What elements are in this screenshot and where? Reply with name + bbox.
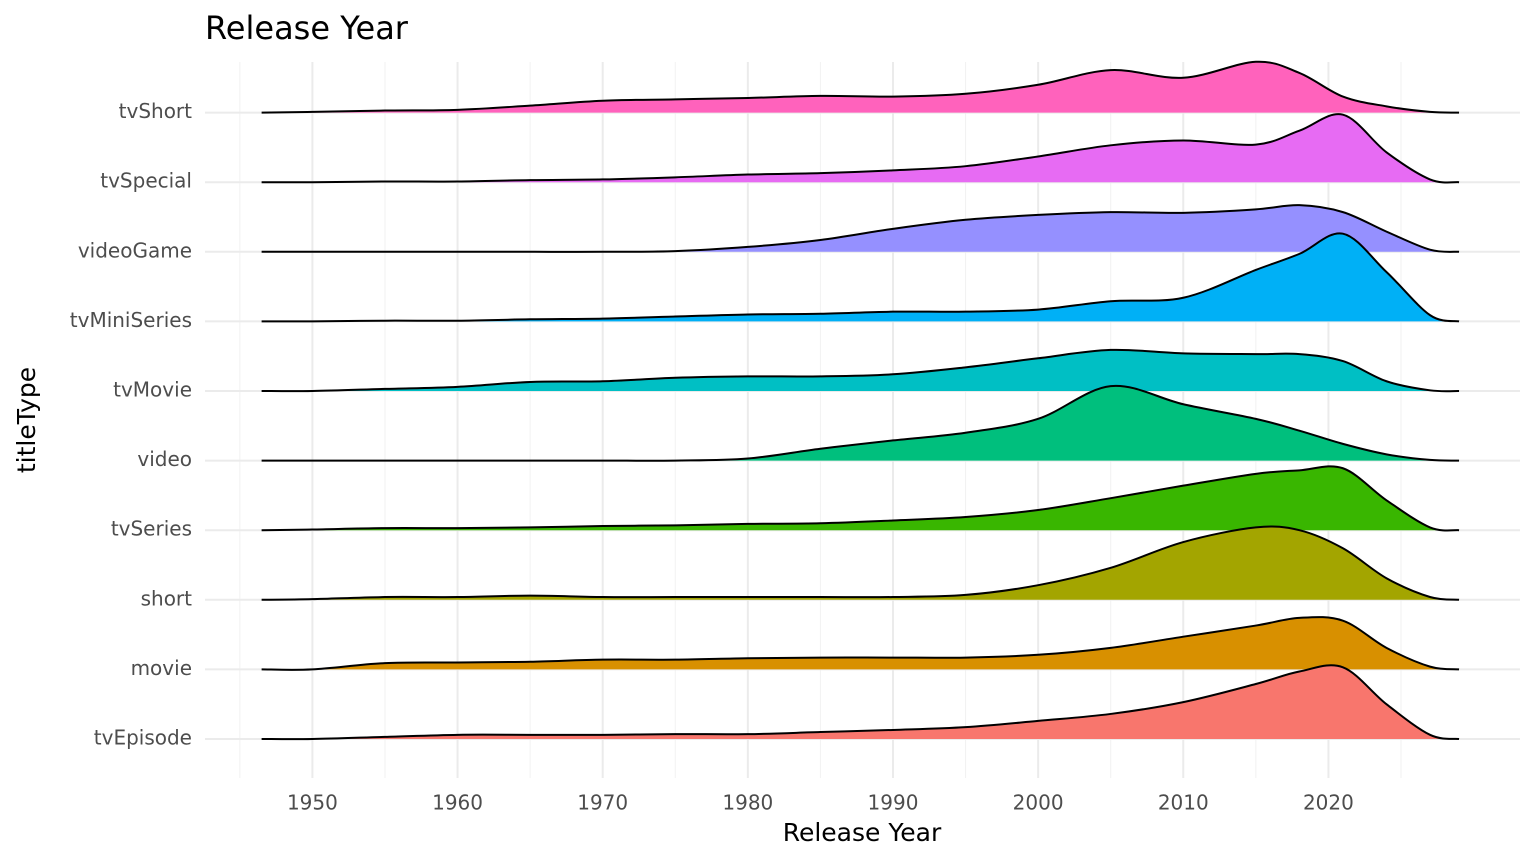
x-tick-label: 2000 <box>1013 791 1064 815</box>
y-axis-title: titleType <box>12 367 41 473</box>
x-tick-label: 2010 <box>1158 791 1209 815</box>
ridge-area <box>261 385 1460 461</box>
chart-title: Release Year <box>205 9 409 47</box>
x-tick-label: 1970 <box>577 791 628 815</box>
ridge-area <box>261 114 1460 183</box>
ridge-area <box>261 665 1460 740</box>
ridge-line <box>261 113 1460 184</box>
y-tick-label: tvMovie <box>113 378 192 402</box>
x-tick-label: 2020 <box>1303 791 1354 815</box>
y-tick-label: tvSeries <box>111 517 192 541</box>
ridge-line <box>261 664 1460 741</box>
y-tick-label: tvShort <box>119 99 193 123</box>
x-tick-label: 1960 <box>432 791 483 815</box>
y-tick-label: tvMiniSeries <box>70 308 192 332</box>
y-tick-label: short <box>141 586 193 610</box>
ridge-area <box>261 61 1460 113</box>
ridge-line <box>261 348 1460 393</box>
ridge-line <box>261 616 1460 671</box>
y-tick-label: video <box>137 447 192 471</box>
ridges <box>261 60 1460 741</box>
x-tick-label: 1950 <box>287 791 338 815</box>
y-tick-label: tvSpecial <box>100 169 192 193</box>
y-tick-label: videoGame <box>78 238 192 262</box>
ridge-line <box>261 525 1460 601</box>
ridge-line <box>261 384 1460 462</box>
y-tick-label: tvEpisode <box>94 726 192 750</box>
ridge-area <box>261 617 1460 670</box>
ridge-area <box>261 349 1460 392</box>
x-tick-label: 1990 <box>868 791 919 815</box>
ridge-area <box>261 233 1460 322</box>
x-tick-label: 1980 <box>722 791 773 815</box>
ridge-line <box>261 204 1460 253</box>
ridge-line <box>261 465 1460 532</box>
x-axis-title: Release Year <box>783 818 942 847</box>
ridge-area <box>261 466 1460 531</box>
ridge-area <box>261 205 1460 252</box>
y-tick-label: movie <box>131 656 192 680</box>
labels: 1950 1960 1970 1980 1990 2000 2010 2020 tvEpisod… <box>70 99 1354 814</box>
ridge-area <box>261 526 1460 600</box>
ridge-line <box>261 60 1460 114</box>
ridge-line <box>261 232 1460 323</box>
